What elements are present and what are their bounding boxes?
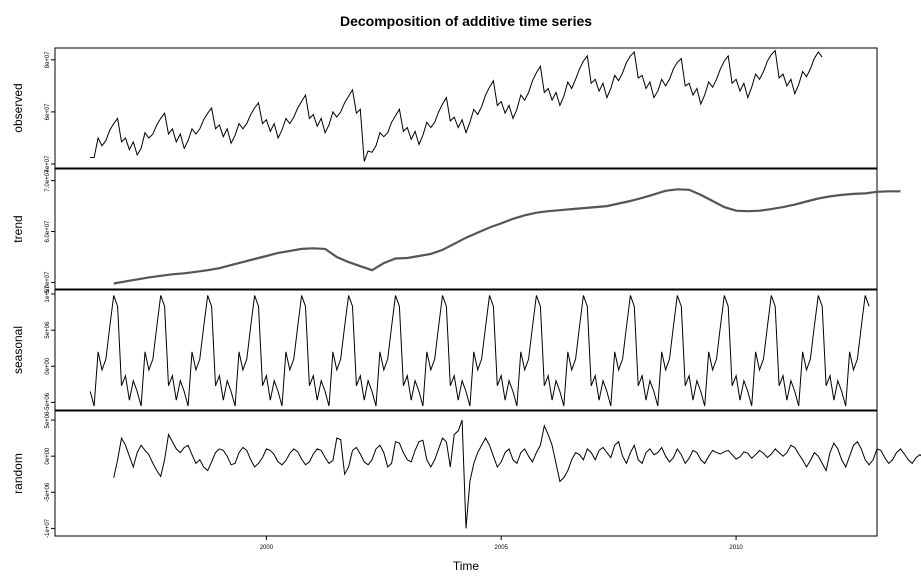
- x-axis: 2000 2005 2010: [260, 536, 743, 551]
- panel-label: seasonal: [11, 326, 25, 374]
- x-tick-label: 2010: [729, 545, 743, 551]
- observed-line: [90, 49, 823, 162]
- y-tick-label: -5e+06: [45, 392, 51, 412]
- chart-title: Decomposition of additive time series: [340, 13, 592, 29]
- panel-label: trend: [11, 215, 25, 242]
- panel-frame: [54, 289, 878, 411]
- y-tick-label: 0e+00: [45, 357, 51, 375]
- panel-frame: [54, 168, 878, 290]
- seasonal-line: [89, 295, 870, 407]
- panel-seasonal: -5e+06 0e+00 5e+06 1e+07 seasonal: [11, 285, 878, 412]
- random-line: [113, 419, 921, 529]
- y-tick-label: 6e+07: [45, 103, 51, 121]
- y-tick-label: 7.0e+07: [45, 169, 51, 192]
- y-tick-label: 5.0e+07: [45, 271, 51, 294]
- x-tick-label: 2000: [260, 545, 274, 551]
- y-tick-label: 8e+07: [45, 51, 51, 69]
- y-tick-label: 0e+00: [45, 447, 51, 465]
- x-tick-label: 2005: [495, 545, 509, 551]
- panel-frame: [54, 410, 878, 537]
- panel-label: random: [11, 453, 25, 494]
- panels: 4e+07 6e+07 8e+07 observed 5.0e+07 6.0e+07 7.0…: [11, 47, 921, 538]
- y-tick-label: 5e+06: [45, 321, 51, 339]
- y-tick-label: -1e+07: [45, 518, 51, 538]
- trend-line: [113, 188, 901, 285]
- y-tick-label: 4e+07: [45, 155, 51, 173]
- x-axis-label: Time: [453, 559, 480, 573]
- y-tick-label: 5e+06: [45, 411, 51, 429]
- panel-label: observed: [11, 83, 25, 132]
- y-tick-label: -5e+06: [45, 482, 51, 502]
- panel-frame: [54, 47, 878, 169]
- panel-random: -1e+07 -5e+06 0e+00 5e+06 random: [11, 410, 921, 538]
- panel-observed: 4e+07 6e+07 8e+07 observed: [11, 47, 878, 173]
- panel-trend: 5.0e+07 6.0e+07 7.0e+07 trend: [11, 168, 901, 294]
- y-tick-label: 6.0e+07: [45, 220, 51, 243]
- y-tick-label: 1e+07: [45, 285, 51, 303]
